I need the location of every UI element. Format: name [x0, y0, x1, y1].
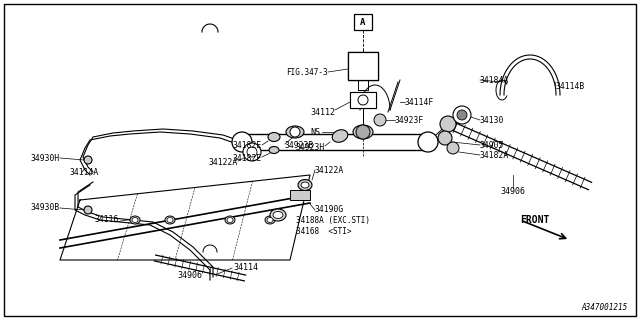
Ellipse shape [130, 216, 140, 224]
Ellipse shape [298, 180, 312, 190]
Ellipse shape [227, 218, 233, 222]
Text: A347001215: A347001215 [582, 303, 628, 312]
Ellipse shape [270, 209, 286, 221]
Text: 34188A (EXC.STI): 34188A (EXC.STI) [296, 215, 370, 225]
Ellipse shape [353, 125, 373, 139]
Text: 34906: 34906 [500, 188, 525, 196]
Text: 34182A: 34182A [480, 150, 509, 159]
Text: 34923H: 34923H [296, 142, 325, 151]
Circle shape [84, 156, 92, 164]
Ellipse shape [267, 218, 273, 222]
Text: 34116: 34116 [95, 215, 120, 225]
Ellipse shape [332, 130, 348, 142]
Bar [350, 92, 376, 108]
Text: 34114F: 34114F [405, 98, 435, 107]
Text: 34168  <STI>: 34168 <STI> [296, 228, 351, 236]
Ellipse shape [265, 216, 275, 224]
Bar [348, 52, 378, 80]
Text: 34130: 34130 [480, 116, 504, 124]
Ellipse shape [132, 218, 138, 222]
Text: 34923B: 34923B [285, 140, 314, 149]
Text: 34112: 34112 [310, 108, 335, 116]
Circle shape [232, 132, 252, 152]
Text: 34905: 34905 [480, 140, 504, 149]
Ellipse shape [301, 182, 309, 188]
Text: 34114B: 34114B [556, 82, 585, 91]
Circle shape [440, 116, 456, 132]
Text: 34923F: 34923F [395, 116, 424, 124]
Circle shape [356, 125, 370, 139]
Text: 34114A: 34114A [70, 167, 99, 177]
Text: A: A [360, 18, 365, 27]
Circle shape [290, 127, 300, 137]
Bar [350, 92, 376, 108]
Circle shape [438, 131, 452, 145]
Text: 34930H: 34930H [31, 154, 60, 163]
Text: NS: NS [310, 127, 320, 137]
Ellipse shape [269, 147, 279, 154]
Ellipse shape [225, 216, 235, 224]
Ellipse shape [273, 212, 283, 219]
Bar [354, 14, 372, 30]
Text: 34930B: 34930B [31, 204, 60, 212]
Ellipse shape [268, 132, 280, 141]
Text: 34906: 34906 [177, 270, 202, 279]
Text: 34184A: 34184A [480, 76, 509, 84]
Text: FRONT: FRONT [520, 215, 549, 225]
Circle shape [374, 114, 386, 126]
Ellipse shape [286, 126, 304, 138]
Circle shape [358, 95, 368, 105]
Circle shape [447, 142, 459, 154]
Text: FIG.347-3: FIG.347-3 [286, 68, 328, 76]
Text: 34190G: 34190G [315, 205, 344, 214]
Circle shape [453, 106, 471, 124]
Ellipse shape [165, 216, 175, 224]
Circle shape [243, 143, 261, 161]
Circle shape [418, 132, 438, 152]
Circle shape [457, 110, 467, 120]
Text: 34122A: 34122A [209, 157, 238, 166]
Bar [348, 52, 378, 80]
Ellipse shape [167, 218, 173, 222]
Bar [290, 190, 310, 200]
Circle shape [84, 206, 92, 214]
Text: 34182E: 34182E [233, 154, 262, 163]
Text: 34122A: 34122A [315, 165, 344, 174]
Text: 34182E: 34182E [233, 140, 262, 149]
Circle shape [247, 147, 257, 157]
Text: 34114: 34114 [233, 263, 258, 273]
